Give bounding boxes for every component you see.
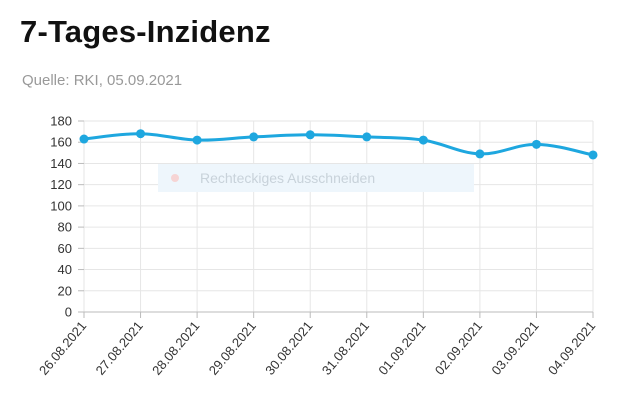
snip-tooltip-label: Rechteckiges Ausschneiden: [200, 170, 375, 186]
data-point: [249, 132, 259, 142]
data-point: [305, 130, 315, 140]
x-tick-label: 02.09.2021: [432, 318, 485, 377]
y-tick-label: 160: [50, 135, 72, 150]
data-point: [531, 139, 541, 149]
source-note: Quelle: RKI, 05.09.2021: [22, 72, 183, 89]
data-point: [475, 149, 485, 159]
x-tick-label: 30.08.2021: [262, 318, 315, 377]
y-axis-ticks: 0 20 40 60 80 100 120 140 160 180: [50, 114, 72, 320]
x-axis-ticks: 26.08.2021 27.08.2021 28.08.2021 29.08.2021…: [36, 318, 598, 377]
y-tick-label: 60: [58, 241, 72, 256]
data-point: [136, 129, 146, 139]
x-tick-label: 04.09.2021: [545, 318, 598, 377]
y-tick-label: 20: [58, 283, 72, 298]
x-tick-label: 28.08.2021: [149, 318, 202, 377]
chart-axes: [78, 120, 594, 318]
data-point: [192, 135, 202, 145]
data-point: [79, 134, 89, 144]
x-tick-label: 03.09.2021: [488, 318, 541, 377]
data-point: [362, 132, 372, 142]
chart-series: [79, 129, 598, 160]
y-tick-label: 0: [65, 305, 72, 320]
y-tick-label: 120: [50, 177, 72, 192]
x-tick-label: 26.08.2021: [36, 318, 89, 377]
y-tick-label: 180: [50, 114, 72, 129]
snip-tooltip-box: [158, 164, 474, 192]
data-point: [588, 150, 598, 160]
data-point: [418, 135, 428, 145]
page-title: 7-Tages-Inzidenz: [20, 14, 271, 49]
snip-tooltip-overlay: Rechteckiges Ausschneiden: [158, 164, 474, 192]
y-tick-label: 100: [50, 198, 72, 213]
x-tick-label: 01.09.2021: [375, 318, 428, 377]
y-tick-label: 40: [58, 262, 72, 277]
snip-tooltip-dot: [171, 174, 179, 182]
y-tick-label: 80: [58, 220, 72, 235]
chart-grid: [83, 120, 594, 313]
x-tick-label: 27.08.2021: [93, 318, 146, 377]
series-line: [83, 132, 594, 157]
y-tick-label: 140: [50, 156, 72, 171]
x-tick-label: 29.08.2021: [206, 318, 259, 377]
x-tick-label: 31.08.2021: [319, 318, 372, 377]
